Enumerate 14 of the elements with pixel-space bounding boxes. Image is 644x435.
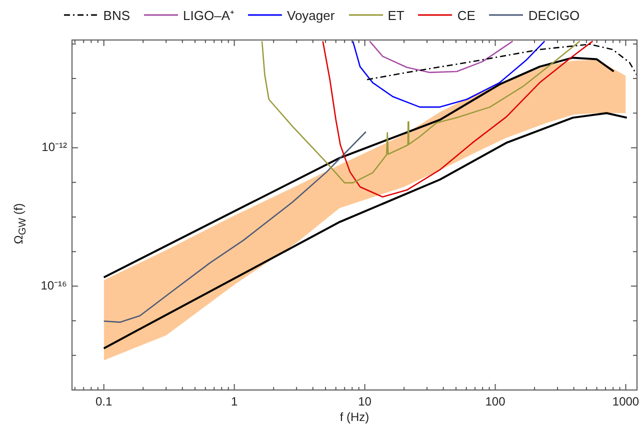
legend-label: Voyager — [287, 8, 335, 22]
x-axis-title: f (Hz) — [338, 410, 370, 424]
x-tick-label: 10 — [358, 394, 372, 408]
x-tick-label: 100 — [485, 394, 506, 408]
legend-label: BNS — [103, 8, 130, 22]
x-tick-label: 1 — [230, 394, 238, 408]
x-tick-label: 0.1 — [96, 394, 113, 408]
x-tick-label: 1000 — [612, 394, 640, 408]
y-tick-label: 10⁻¹⁶ — [40, 278, 68, 292]
legend-label: ET — [388, 8, 404, 22]
legend-label: CE — [457, 8, 476, 22]
legend-label: LIGO–A⁺ — [183, 7, 234, 24]
legend-label: DECIGO — [528, 8, 580, 22]
y-tick-label: 10⁻¹² — [42, 140, 67, 154]
